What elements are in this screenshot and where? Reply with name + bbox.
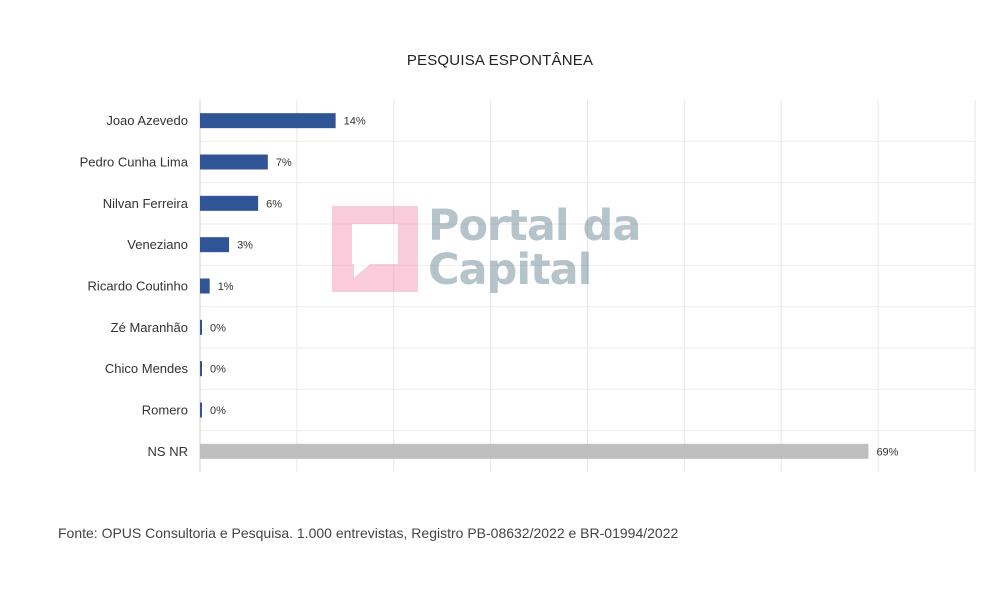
data-label: 69% bbox=[876, 446, 898, 458]
chart-bars bbox=[200, 113, 869, 459]
category-label: Pedro Cunha Lima bbox=[80, 155, 189, 170]
category-label: Ricardo Coutinho bbox=[88, 279, 188, 294]
category-label: Romero bbox=[142, 403, 188, 418]
bar bbox=[200, 443, 869, 459]
category-label: NS NR bbox=[148, 444, 188, 459]
data-label: 1% bbox=[218, 281, 234, 293]
source-note: Fonte: OPUS Consultoria e Pesquisa. 1.00… bbox=[58, 525, 679, 541]
bar bbox=[200, 402, 202, 418]
chart-labels: Joao Azevedo 14% Pedro Cunha Lima 7% Nilvan … bbox=[80, 113, 899, 459]
data-label: 6% bbox=[266, 198, 282, 210]
data-label: 14% bbox=[344, 116, 366, 128]
data-label: 7% bbox=[276, 157, 292, 169]
category-label: Veneziano bbox=[127, 237, 188, 252]
bar bbox=[200, 237, 230, 253]
data-label: 0% bbox=[210, 405, 226, 417]
bar bbox=[200, 278, 210, 294]
bar bbox=[200, 113, 336, 129]
bar bbox=[200, 361, 202, 377]
bar bbox=[200, 319, 202, 335]
chart-grid bbox=[199, 100, 976, 472]
category-label: Chico Mendes bbox=[105, 361, 189, 376]
bar bbox=[200, 195, 259, 211]
bar bbox=[200, 154, 268, 170]
data-label: 3% bbox=[237, 240, 253, 252]
category-label: Joao Azevedo bbox=[106, 113, 188, 128]
chart-title: PESQUISA ESPONTÂNEA bbox=[406, 52, 594, 69]
category-label: Nilvan Ferreira bbox=[103, 196, 189, 211]
category-label: Zé Maranhão bbox=[111, 320, 188, 335]
data-label: 0% bbox=[210, 322, 226, 334]
data-label: 0% bbox=[210, 364, 226, 376]
